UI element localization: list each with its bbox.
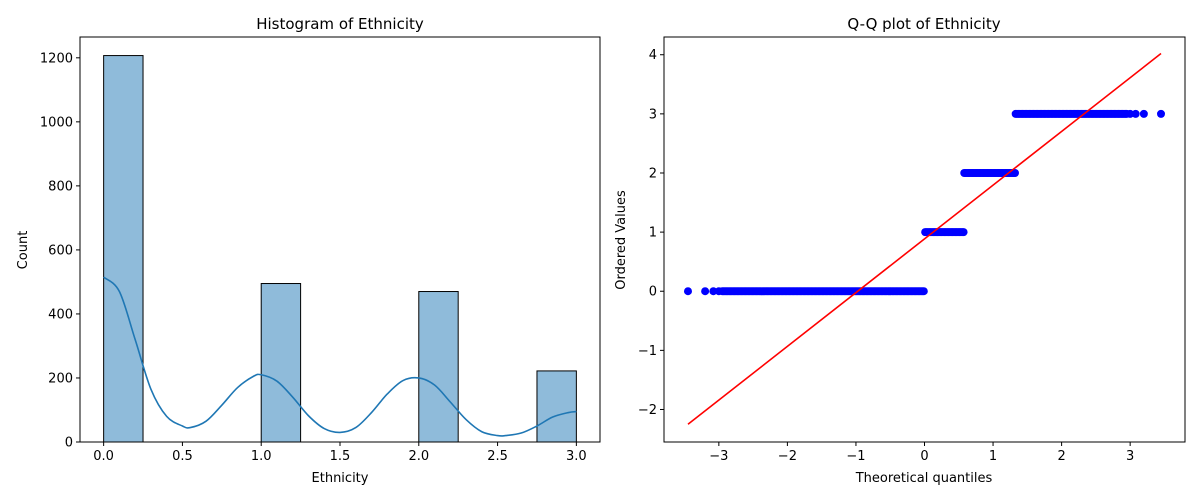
histogram-plot-area: 0.0 0.5 1.0 1.5 2.0 2.5 3.0 0 200 400 600 800 1000 12…: [40, 36, 601, 464]
histogram-bar: [103, 55, 144, 443]
qq-ytick-label: 1: [649, 226, 657, 241]
qq-xtick-label: −2: [778, 449, 797, 464]
qq-plot-area: −3 −2 −1 0 1 2 3 −2 −1 0 1 2 3 4: [638, 36, 1186, 464]
histogram-xtick-label: 0.0: [93, 449, 114, 464]
histogram-ytick-label: 0: [65, 436, 73, 451]
qq-point: [1157, 109, 1166, 118]
qq-point: [959, 228, 968, 237]
qq-point: [919, 287, 928, 296]
histogram-xtick-label: 1.5: [330, 449, 351, 464]
qq-point: [1131, 109, 1140, 118]
qq-xtick-label: 3: [1126, 449, 1134, 464]
qq-point: [1139, 109, 1148, 118]
qq-xtick-label: −3: [709, 449, 728, 464]
histogram-ytick-label: 1200: [40, 51, 73, 66]
histogram-xtick-label: 2.0: [408, 449, 429, 464]
histogram-xlabel: Ethnicity: [312, 471, 369, 486]
histogram-ytick-label: 600: [48, 243, 73, 258]
qq-point: [1010, 168, 1019, 177]
qq-xtick-label: 0: [920, 449, 928, 464]
histogram-xtick-label: 2.5: [487, 449, 508, 464]
qq-ytick-label: −1: [638, 344, 657, 359]
histogram-axes-frame: [79, 36, 601, 443]
histogram-ytick-label: 1000: [40, 115, 73, 130]
qq-point: [701, 287, 710, 296]
histogram-xtick-label: 1.0: [251, 449, 272, 464]
histogram-xtick-label: 3.0: [566, 449, 587, 464]
qq-ytick-label: 0: [649, 285, 657, 300]
histogram-ytick-label: 200: [48, 371, 73, 386]
qq-ytick-label: 2: [649, 166, 657, 181]
qq-xtick-label: −1: [846, 449, 865, 464]
histogram-ylabel: Count: [16, 231, 31, 270]
qq-ytick-label: −2: [638, 403, 657, 418]
qq-point: [1122, 109, 1131, 118]
qq-chart: Q-Q plot of Ethnicity −3 −2 −1 0 1 2 3 −2 −1 0 1 2 3…: [614, 15, 1186, 486]
qq-fit-line: [687, 52, 1162, 425]
qq-axes-frame: [663, 36, 1186, 443]
histogram-ytick-label: 800: [48, 179, 73, 194]
qq-ytick-label: 3: [649, 107, 657, 122]
qq-xlabel: Theoretical quantiles: [855, 471, 993, 486]
qq-title: Q-Q plot of Ethnicity: [847, 15, 1000, 33]
histogram-xtick-label: 0.5: [172, 449, 193, 464]
qq-point: [683, 287, 692, 296]
histogram-title: Histogram of Ethnicity: [256, 15, 424, 33]
qq-ytick-label: 4: [649, 48, 657, 63]
histogram-kde-line: [103, 276, 577, 437]
qq-xtick-label: 2: [1057, 449, 1065, 464]
histogram-bar: [260, 283, 302, 443]
qq-point: [709, 287, 718, 296]
histogram-bar: [418, 291, 459, 443]
qq-ylabel: Ordered Values: [614, 190, 629, 290]
qq-xtick-label: 1: [989, 449, 997, 464]
histogram-ytick-label: 400: [48, 307, 73, 322]
histogram-bar: [536, 370, 577, 443]
histogram-chart: Histogram of Ethnicity 0.0 0.5 1.0 1.5 2.0 2.…: [16, 15, 601, 486]
